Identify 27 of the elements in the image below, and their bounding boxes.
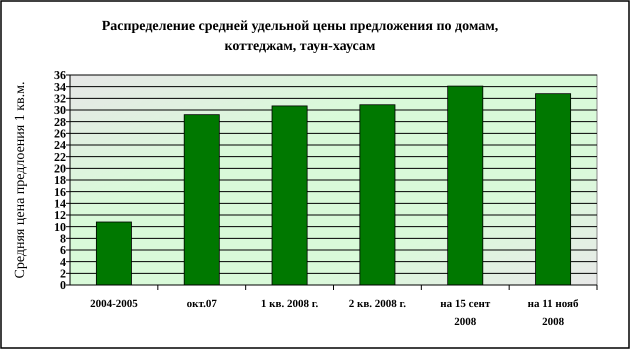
y-tick-label: 32: [54, 92, 66, 106]
y-tick-label: 18: [54, 173, 66, 188]
y-tick-label: 8: [60, 232, 66, 246]
chart-title: Распределение средней удельной цены предложения по домам, коттеджам, таун-хаусам: [102, 19, 498, 54]
y-tick-label: 14: [54, 196, 66, 211]
y-axis-title: Средняя цена предлоения 1 кв.м.: [13, 82, 28, 278]
x-tick-label: на 15 сент 2008: [440, 298, 491, 328]
y-tick-label: 28: [54, 114, 66, 129]
y-tick-label: 2: [60, 266, 66, 281]
y-tick-label: 0: [60, 278, 66, 292]
y-tick-label: 26: [54, 126, 66, 141]
y-tick-label: 30: [54, 103, 66, 118]
y-tick-label: 36: [54, 68, 66, 82]
x-tick-label: окт.07: [186, 298, 218, 310]
x-tick-label: 1 кв. 2008 г.: [260, 298, 318, 310]
y-tick-label: 22: [54, 150, 66, 164]
y-tick-label: 20: [54, 162, 66, 176]
x-tick-label: 2004-2005: [90, 298, 138, 310]
y-tick-label: 6: [60, 243, 66, 258]
y-tick-label: 12: [54, 208, 66, 222]
y-tick-label: 4: [60, 254, 66, 269]
y-tick-label: 24: [54, 138, 66, 152]
y-tick-label: 34: [54, 80, 66, 94]
y-tick-label: 10: [54, 220, 66, 234]
y-tick-label: 16: [54, 184, 66, 199]
x-tick-label: 2 кв. 2008 г.: [348, 298, 406, 310]
x-tick-label: на 11 нояб 2008: [528, 298, 579, 328]
